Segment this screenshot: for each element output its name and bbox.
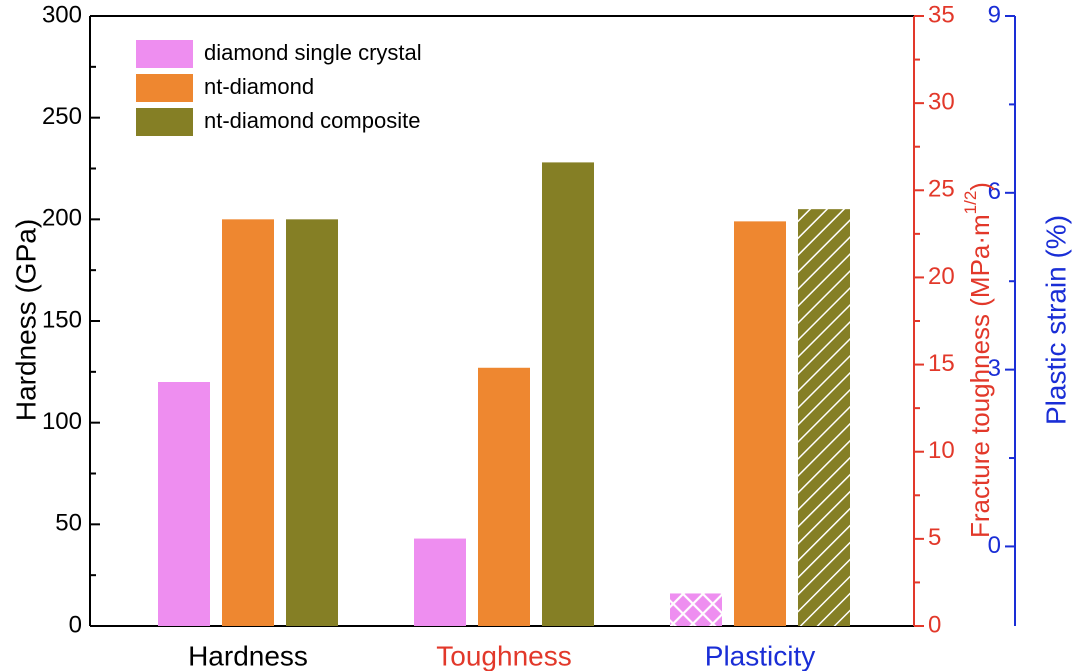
strain-tick-label: 9 bbox=[988, 1, 1001, 28]
bar-toughness-nt-diamond-composite bbox=[542, 162, 594, 626]
bar-plasticity-diamond-single-crystal bbox=[670, 593, 722, 626]
bar-plasticity-nt-diamond-composite bbox=[798, 209, 850, 626]
toughness-tick-label: 30 bbox=[928, 88, 955, 115]
hardness-tick-label: 50 bbox=[55, 510, 82, 537]
strain-ticks: 0 3 6 9 bbox=[988, 1, 1015, 559]
hardness-tick-label: 300 bbox=[42, 1, 82, 28]
toughness-tick-label: 20 bbox=[928, 263, 955, 290]
bar-toughness-diamond-single-crystal bbox=[414, 538, 466, 626]
hardness-tick-label: 200 bbox=[42, 205, 82, 232]
legend-swatch-nt-diamond-composite bbox=[136, 108, 193, 136]
toughness-tick-label: 0 bbox=[928, 611, 941, 638]
toughness-axis-title-close: ) bbox=[965, 182, 995, 191]
toughness-tick-label: 10 bbox=[928, 437, 955, 464]
toughness-ticks: 0 5 10 15 20 25 30 35 bbox=[914, 1, 955, 638]
toughness-axis-title-sup: 1/2 bbox=[961, 191, 980, 215]
hardness-axis-title: Hardness (GPa) bbox=[10, 219, 41, 421]
strain-tick-label: 3 bbox=[988, 355, 1001, 382]
bar-hardness-nt-diamond-composite bbox=[286, 219, 338, 627]
legend-label-nt-diamond: nt-diamond bbox=[204, 74, 314, 99]
bar-plasticity-nt-diamond bbox=[734, 221, 786, 626]
legend-label-diamond-single-crystal: diamond single crystal bbox=[204, 40, 422, 65]
legend: diamond single crystal nt-diamond nt-diamo… bbox=[136, 40, 422, 136]
toughness-tick-label: 15 bbox=[928, 350, 955, 377]
category-label-toughness: Toughness bbox=[436, 640, 571, 671]
toughness-tick-label: 25 bbox=[928, 176, 955, 203]
toughness-tick-label: 35 bbox=[928, 1, 955, 28]
hardness-ticks: 0 50 100 150 200 250 300 bbox=[42, 1, 100, 638]
category-labels: Hardness Toughness Plasticity bbox=[188, 640, 815, 671]
toughness-axis-title: Fracture toughness (MPa·m1/2) bbox=[961, 182, 994, 538]
category-label-plasticity: Plasticity bbox=[705, 640, 815, 671]
hardness-tick-label: 100 bbox=[42, 408, 82, 435]
strain-tick-label: 6 bbox=[988, 178, 1001, 205]
hardness-tick-label: 250 bbox=[42, 103, 82, 130]
strain-axis-title: Plastic strain (%) bbox=[1040, 215, 1071, 425]
bars-group bbox=[158, 162, 850, 627]
strain-tick-label: 0 bbox=[988, 532, 1001, 559]
bar-toughness-nt-diamond bbox=[478, 367, 530, 626]
legend-label-nt-diamond-composite: nt-diamond composite bbox=[204, 108, 420, 133]
bar-hardness-nt-diamond bbox=[222, 219, 274, 627]
hardness-tick-label: 150 bbox=[42, 306, 82, 333]
hardness-tick-label: 0 bbox=[69, 611, 82, 638]
legend-swatch-nt-diamond bbox=[136, 74, 193, 102]
legend-swatch-diamond-single-crystal bbox=[136, 40, 193, 68]
category-label-hardness: Hardness bbox=[188, 640, 308, 671]
bar-hardness-diamond-single-crystal bbox=[158, 382, 210, 626]
toughness-axis-title-main: Fracture toughness (MPa·m bbox=[965, 214, 995, 538]
toughness-tick-label: 5 bbox=[928, 524, 941, 551]
